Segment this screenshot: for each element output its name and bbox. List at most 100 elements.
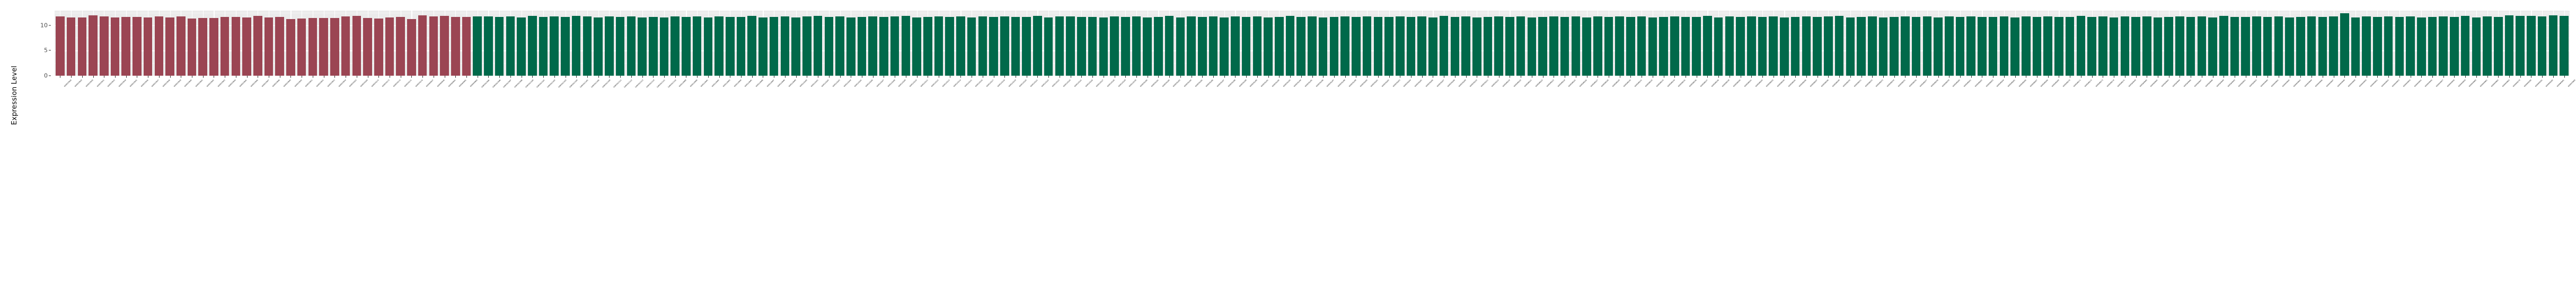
- bar[interactable]: [1165, 16, 1174, 76]
- bar[interactable]: [1505, 17, 1514, 76]
- bar[interactable]: [2483, 16, 2492, 76]
- bar[interactable]: [1088, 16, 1097, 76]
- bar[interactable]: [1802, 16, 1811, 76]
- bar[interactable]: [2208, 17, 2217, 76]
- bar[interactable]: [1406, 17, 1416, 76]
- bar[interactable]: [352, 16, 361, 76]
- bar[interactable]: [571, 16, 581, 76]
- bar[interactable]: [1681, 17, 1690, 76]
- bar[interactable]: [231, 17, 241, 76]
- bar[interactable]: [451, 16, 460, 76]
- bar[interactable]: [802, 16, 811, 76]
- bar[interactable]: [2384, 16, 2393, 76]
- bar[interactable]: [1780, 17, 1789, 76]
- bar[interactable]: [1143, 17, 1152, 76]
- bar[interactable]: [1966, 16, 1975, 76]
- bar[interactable]: [2032, 16, 2042, 76]
- bar[interactable]: [2054, 17, 2063, 76]
- bar[interactable]: [56, 16, 65, 76]
- bar[interactable]: [1483, 16, 1493, 76]
- bar[interactable]: [165, 17, 174, 76]
- bar[interactable]: [1450, 16, 1460, 76]
- bar[interactable]: [835, 16, 844, 76]
- bar[interactable]: [2395, 17, 2404, 76]
- bar[interactable]: [1121, 16, 1130, 76]
- bar[interactable]: [912, 17, 921, 76]
- bar[interactable]: [1648, 17, 1657, 76]
- bar[interactable]: [330, 17, 339, 76]
- bar[interactable]: [1813, 17, 1822, 76]
- bar[interactable]: [2548, 15, 2558, 76]
- bar[interactable]: [780, 16, 790, 76]
- bar[interactable]: [1901, 16, 1910, 76]
- bar[interactable]: [1824, 16, 1833, 76]
- bar[interactable]: [682, 17, 691, 76]
- bar[interactable]: [407, 19, 416, 76]
- bar[interactable]: [1582, 17, 1591, 76]
- bar[interactable]: [1208, 16, 1218, 76]
- bar[interactable]: [1439, 16, 1449, 76]
- bar[interactable]: [110, 17, 120, 76]
- bar[interactable]: [1999, 16, 2009, 76]
- bar[interactable]: [857, 16, 867, 76]
- bar[interactable]: [2175, 16, 2184, 76]
- bar[interactable]: [1318, 17, 1328, 76]
- bar[interactable]: [2131, 16, 2140, 76]
- bar[interactable]: [1846, 17, 1855, 76]
- bar[interactable]: [1033, 16, 1042, 76]
- bar[interactable]: [2460, 15, 2470, 76]
- bar[interactable]: [209, 17, 218, 76]
- bar[interactable]: [1560, 17, 1569, 76]
- bar[interactable]: [1736, 17, 1745, 76]
- bar[interactable]: [692, 16, 702, 76]
- bar[interactable]: [2087, 17, 2096, 76]
- bar[interactable]: [967, 17, 976, 76]
- bar[interactable]: [1340, 16, 1349, 76]
- bar[interactable]: [956, 16, 965, 76]
- bar[interactable]: [264, 17, 274, 76]
- bar[interactable]: [198, 18, 207, 76]
- bar[interactable]: [2504, 15, 2514, 76]
- bar[interactable]: [1790, 16, 1800, 76]
- bar[interactable]: [1252, 16, 1262, 76]
- bar[interactable]: [1099, 17, 1108, 76]
- bar[interactable]: [1022, 16, 1031, 76]
- bar[interactable]: [1373, 17, 1383, 76]
- bar[interactable]: [1945, 16, 1954, 76]
- bar[interactable]: [220, 17, 230, 76]
- bar[interactable]: [648, 16, 658, 76]
- bar[interactable]: [2351, 17, 2360, 76]
- bar[interactable]: [2252, 16, 2261, 76]
- bar[interactable]: [978, 16, 987, 76]
- bar[interactable]: [308, 18, 317, 76]
- bar[interactable]: [2010, 17, 2019, 76]
- bar[interactable]: [1154, 16, 1163, 76]
- bar[interactable]: [2439, 16, 2448, 76]
- bar[interactable]: [1725, 16, 1734, 76]
- bar[interactable]: [1538, 16, 1547, 76]
- bar[interactable]: [1978, 17, 1987, 76]
- bar[interactable]: [2318, 17, 2327, 76]
- bar[interactable]: [1241, 17, 1251, 76]
- bar[interactable]: [2362, 16, 2371, 76]
- bar[interactable]: [374, 18, 383, 76]
- bar[interactable]: [1857, 16, 1866, 76]
- bar[interactable]: [1231, 16, 1240, 76]
- bar[interactable]: [2164, 16, 2173, 76]
- bar[interactable]: [1384, 16, 1393, 76]
- bar[interactable]: [253, 15, 262, 76]
- bar[interactable]: [396, 16, 405, 76]
- bar[interactable]: [1417, 16, 1426, 76]
- bar[interactable]: [2560, 16, 2569, 76]
- bar[interactable]: [2472, 17, 2481, 76]
- bar[interactable]: [1011, 17, 1020, 76]
- bar[interactable]: [121, 17, 130, 76]
- bar[interactable]: [989, 16, 998, 76]
- bar[interactable]: [484, 16, 493, 76]
- bar[interactable]: [736, 16, 746, 76]
- bar[interactable]: [824, 17, 834, 76]
- bar[interactable]: [2329, 16, 2338, 76]
- bar[interactable]: [1055, 16, 1064, 76]
- bar[interactable]: [1703, 16, 1712, 76]
- bar[interactable]: [1549, 16, 1558, 76]
